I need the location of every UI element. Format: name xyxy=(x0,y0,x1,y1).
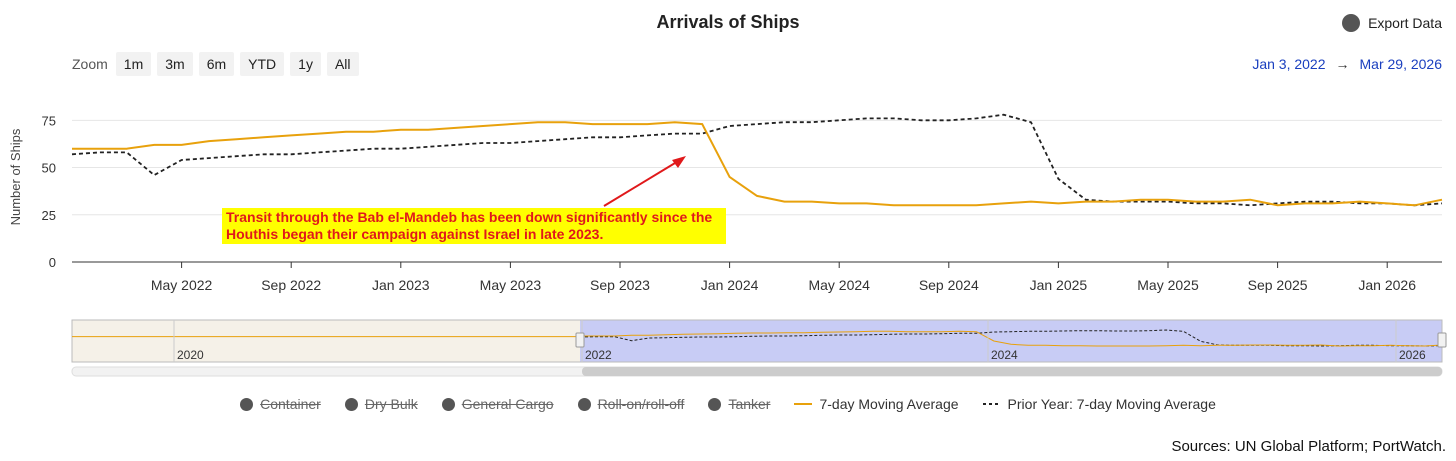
legend-dot-icon xyxy=(240,397,254,411)
legend-item-dry-bulk[interactable]: Dry Bulk xyxy=(344,396,418,412)
navigator-right-handle[interactable] xyxy=(1437,332,1447,348)
x-tick-label: Jan 2023 xyxy=(372,277,430,293)
legend-item-container[interactable]: Container xyxy=(240,396,321,412)
legend-dot-icon xyxy=(344,397,358,411)
scrollbar-thumb[interactable] xyxy=(582,367,1442,376)
range-arrow-icon: → xyxy=(1335,56,1350,72)
x-tick-label: May 2024 xyxy=(808,277,870,293)
navigator-label: 2022 xyxy=(585,348,612,362)
x-tick-label: Jan 2025 xyxy=(1030,277,1088,293)
legend-item-tanker[interactable]: Tanker xyxy=(708,396,770,412)
series-line-moving-average xyxy=(72,121,1443,207)
navigator-label: 2026 xyxy=(1399,348,1426,362)
zoom-all-button[interactable]: All xyxy=(326,52,359,76)
annotation-arrow xyxy=(603,159,681,207)
navigator-series-moving-average xyxy=(580,330,1443,347)
x-tick-label: May 2022 xyxy=(151,277,213,293)
zoom-6m-button[interactable]: 6m xyxy=(198,52,235,76)
annotation-label: Transit through the Bab el-Mandeb has be… xyxy=(222,208,726,244)
zoom-3m-button[interactable]: 3m xyxy=(157,52,193,76)
zoom-1y-button[interactable]: 1y xyxy=(290,52,321,76)
navigator-label: 2020 xyxy=(177,348,204,362)
chart-canvas: 0 25 50 75 Number of Ships May 2022 Sep 2022 Ja… xyxy=(8,113,1447,377)
x-tick-label: May 2025 xyxy=(1137,277,1199,293)
zoom-label: Zoom xyxy=(72,56,108,72)
zoom-ytd-button[interactable]: YTD xyxy=(240,52,285,76)
solid-line-icon xyxy=(794,403,813,405)
series-line-prior-year xyxy=(71,113,1443,207)
export-data-button[interactable]: Export Data xyxy=(1342,14,1442,32)
x-tick-label: Sep 2024 xyxy=(919,277,979,293)
y-axis-label: Number of Ships xyxy=(8,128,23,225)
x-tick-label: Sep 2022 xyxy=(261,277,321,293)
x-tick-label: Jan 2026 xyxy=(1358,277,1416,293)
annotation-arrowhead-icon xyxy=(672,156,686,168)
y-tick-label: 0 xyxy=(49,255,56,270)
navigator-selection xyxy=(580,320,1442,362)
navigator-outside-region xyxy=(72,320,580,362)
legend-item-general-cargo[interactable]: General Cargo xyxy=(441,396,554,412)
navigator-left-handle[interactable] xyxy=(575,332,585,348)
navigator-label: 2024 xyxy=(991,348,1018,362)
legend-item-prior-year[interactable]: Prior Year: 7-day Moving Average xyxy=(982,396,1216,412)
export-label: Export Data xyxy=(1368,15,1442,31)
legend-dot-icon xyxy=(577,397,591,411)
legend: Container Dry Bulk General Cargo Roll-on… xyxy=(0,396,1456,412)
source-credit: Sources: UN Global Platform; PortWatch. xyxy=(1171,438,1446,455)
range-from-input[interactable]: Jan 3, 2022 xyxy=(1252,56,1326,72)
y-tick-label: 50 xyxy=(42,161,56,176)
dashed-line-icon xyxy=(982,403,1001,405)
x-tick-label: Jan 2024 xyxy=(701,277,759,293)
date-range: Jan 3, 2022 → Mar 29, 2026 xyxy=(1252,56,1442,72)
range-to-input[interactable]: Mar 29, 2026 xyxy=(1359,56,1443,72)
export-menu-icon xyxy=(1342,14,1361,32)
legend-item-roll-on-roll-off[interactable]: Roll-on/roll-off xyxy=(577,396,684,412)
legend-item-moving-average[interactable]: 7-day Moving Average xyxy=(794,396,959,412)
x-tick-label: Sep 2025 xyxy=(1248,277,1308,293)
zoom-1m-button[interactable]: 1m xyxy=(115,52,152,76)
zoom-controls: Zoom 1m 3m 6m YTD 1y All xyxy=(72,52,359,76)
y-tick-label: 75 xyxy=(42,113,56,128)
legend-dot-icon xyxy=(441,397,455,411)
x-tick-label: Sep 2023 xyxy=(590,277,650,293)
y-tick-label: 25 xyxy=(42,208,56,223)
legend-dot-icon xyxy=(708,397,722,411)
chart-title: Arrivals of Ships xyxy=(656,12,800,32)
x-tick-label: May 2023 xyxy=(480,277,542,293)
